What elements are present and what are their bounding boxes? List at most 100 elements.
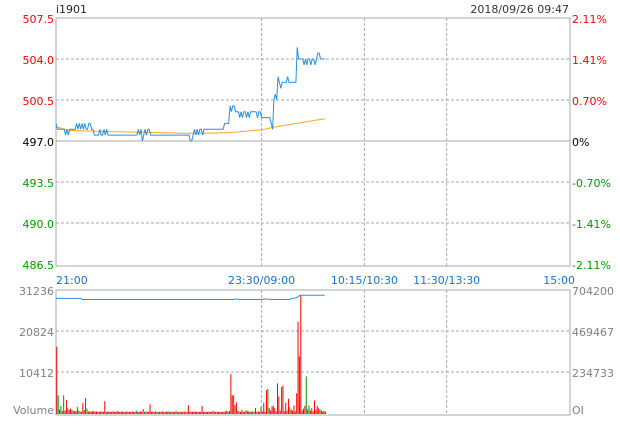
- volume-bar: [222, 411, 224, 414]
- volume-bars: [56, 295, 326, 414]
- percent-tick-label: 0.70%: [572, 95, 607, 108]
- volume-bar: [68, 409, 70, 414]
- volume-bar: [219, 411, 221, 414]
- volume-bar: [242, 411, 244, 414]
- volume-tick-label: Volume: [13, 404, 54, 417]
- price-tick-label: 493.5: [23, 177, 55, 190]
- volume-bar: [207, 411, 209, 414]
- volume-bar: [311, 408, 313, 414]
- volume-bar: [248, 411, 250, 414]
- volume-bar: [282, 385, 284, 414]
- percent-tick-label: 0%: [572, 136, 589, 149]
- volume-bar: [94, 411, 96, 414]
- volume-bar: [220, 411, 222, 414]
- volume-bar: [82, 403, 84, 414]
- volume-bar: [56, 346, 58, 414]
- volume-bar: [148, 411, 150, 414]
- volume-bar: [146, 411, 148, 414]
- volume-bar: [108, 411, 110, 414]
- volume-bar: [235, 402, 237, 414]
- volume-bar: [202, 411, 204, 414]
- volume-bar: [85, 398, 87, 414]
- volume-bar: [165, 411, 167, 414]
- volume-bar: [201, 405, 203, 414]
- volume-bar: [224, 411, 226, 414]
- volume-bar: [150, 411, 152, 414]
- volume-bar: [250, 411, 252, 414]
- volume-bar: [197, 411, 199, 414]
- volume-bar: [226, 410, 228, 414]
- volume-bar: [276, 383, 278, 414]
- volume-bar: [182, 411, 184, 414]
- volume-bar: [191, 411, 193, 414]
- volume-bar: [312, 411, 314, 414]
- volume-bar: [119, 411, 121, 414]
- volume-bar: [252, 411, 254, 414]
- volume-bar: [290, 409, 292, 414]
- volume-bar: [91, 411, 93, 414]
- volume-bar: [267, 388, 269, 414]
- volume-bar: [253, 411, 255, 414]
- volume-bar: [198, 411, 200, 414]
- volume-bar: [76, 407, 78, 414]
- price-tick-label: 490.0: [23, 218, 55, 231]
- volume-bar: [127, 411, 129, 414]
- volume-bar: [320, 410, 322, 414]
- volume-bar: [211, 411, 213, 414]
- volume-bar: [144, 411, 146, 414]
- volume-bar: [323, 411, 325, 414]
- volume-bar: [286, 410, 288, 414]
- volume-bar: [185, 411, 187, 414]
- volume-bar: [178, 411, 180, 414]
- volume-tick-label: 20824: [19, 326, 54, 339]
- volume-bar: [124, 411, 126, 414]
- volume-bar: [152, 411, 154, 414]
- volume-bar: [78, 410, 80, 414]
- volume-bar: [79, 411, 81, 414]
- volume-bar: [294, 411, 296, 414]
- volume-bar: [112, 411, 114, 414]
- volume-bar: [231, 395, 233, 414]
- volume-bar: [153, 411, 155, 414]
- volume-tick-label: 31236: [19, 285, 54, 298]
- volume-bar: [142, 409, 144, 414]
- volume-bar: [170, 411, 172, 414]
- volume-bar: [161, 411, 163, 414]
- volume-bar: [135, 410, 137, 414]
- volume-grid: [55, 289, 571, 416]
- volume-bar: [307, 409, 309, 414]
- volume-bar: [67, 408, 69, 414]
- volume-bar: [102, 411, 104, 414]
- volume-bar: [137, 411, 139, 414]
- volume-bar: [83, 410, 85, 414]
- volume-bar: [163, 411, 165, 414]
- volume-bar: [289, 407, 291, 414]
- volume-bar: [187, 405, 189, 414]
- price-tick-label: 504.0: [23, 54, 55, 67]
- oi-tick-label: 234733: [572, 367, 614, 380]
- percent-tick-label: 2.11%: [572, 13, 607, 26]
- volume-bar: [193, 411, 195, 414]
- volume-bar: [246, 411, 248, 414]
- volume-bar: [292, 410, 294, 414]
- price-line: [55, 47, 325, 142]
- volume-bar: [270, 410, 272, 414]
- volume-bar: [190, 411, 192, 414]
- volume-bar: [104, 401, 106, 414]
- volume-bar: [100, 411, 102, 414]
- volume-bar: [318, 408, 320, 414]
- volume-bar: [164, 411, 166, 414]
- volume-bar: [157, 411, 159, 414]
- volume-bar: [60, 405, 62, 414]
- volume-bar: [274, 408, 276, 414]
- volume-bar: [255, 407, 257, 414]
- volume-bar: [86, 408, 88, 414]
- volume-bar: [196, 411, 198, 414]
- volume-bar: [167, 411, 169, 414]
- volume-bar: [89, 411, 91, 414]
- volume-bar: [171, 411, 173, 414]
- volume-bar: [260, 407, 262, 414]
- volume-bar: [179, 411, 181, 414]
- volume-bar: [174, 411, 176, 414]
- volume-bar: [324, 411, 326, 414]
